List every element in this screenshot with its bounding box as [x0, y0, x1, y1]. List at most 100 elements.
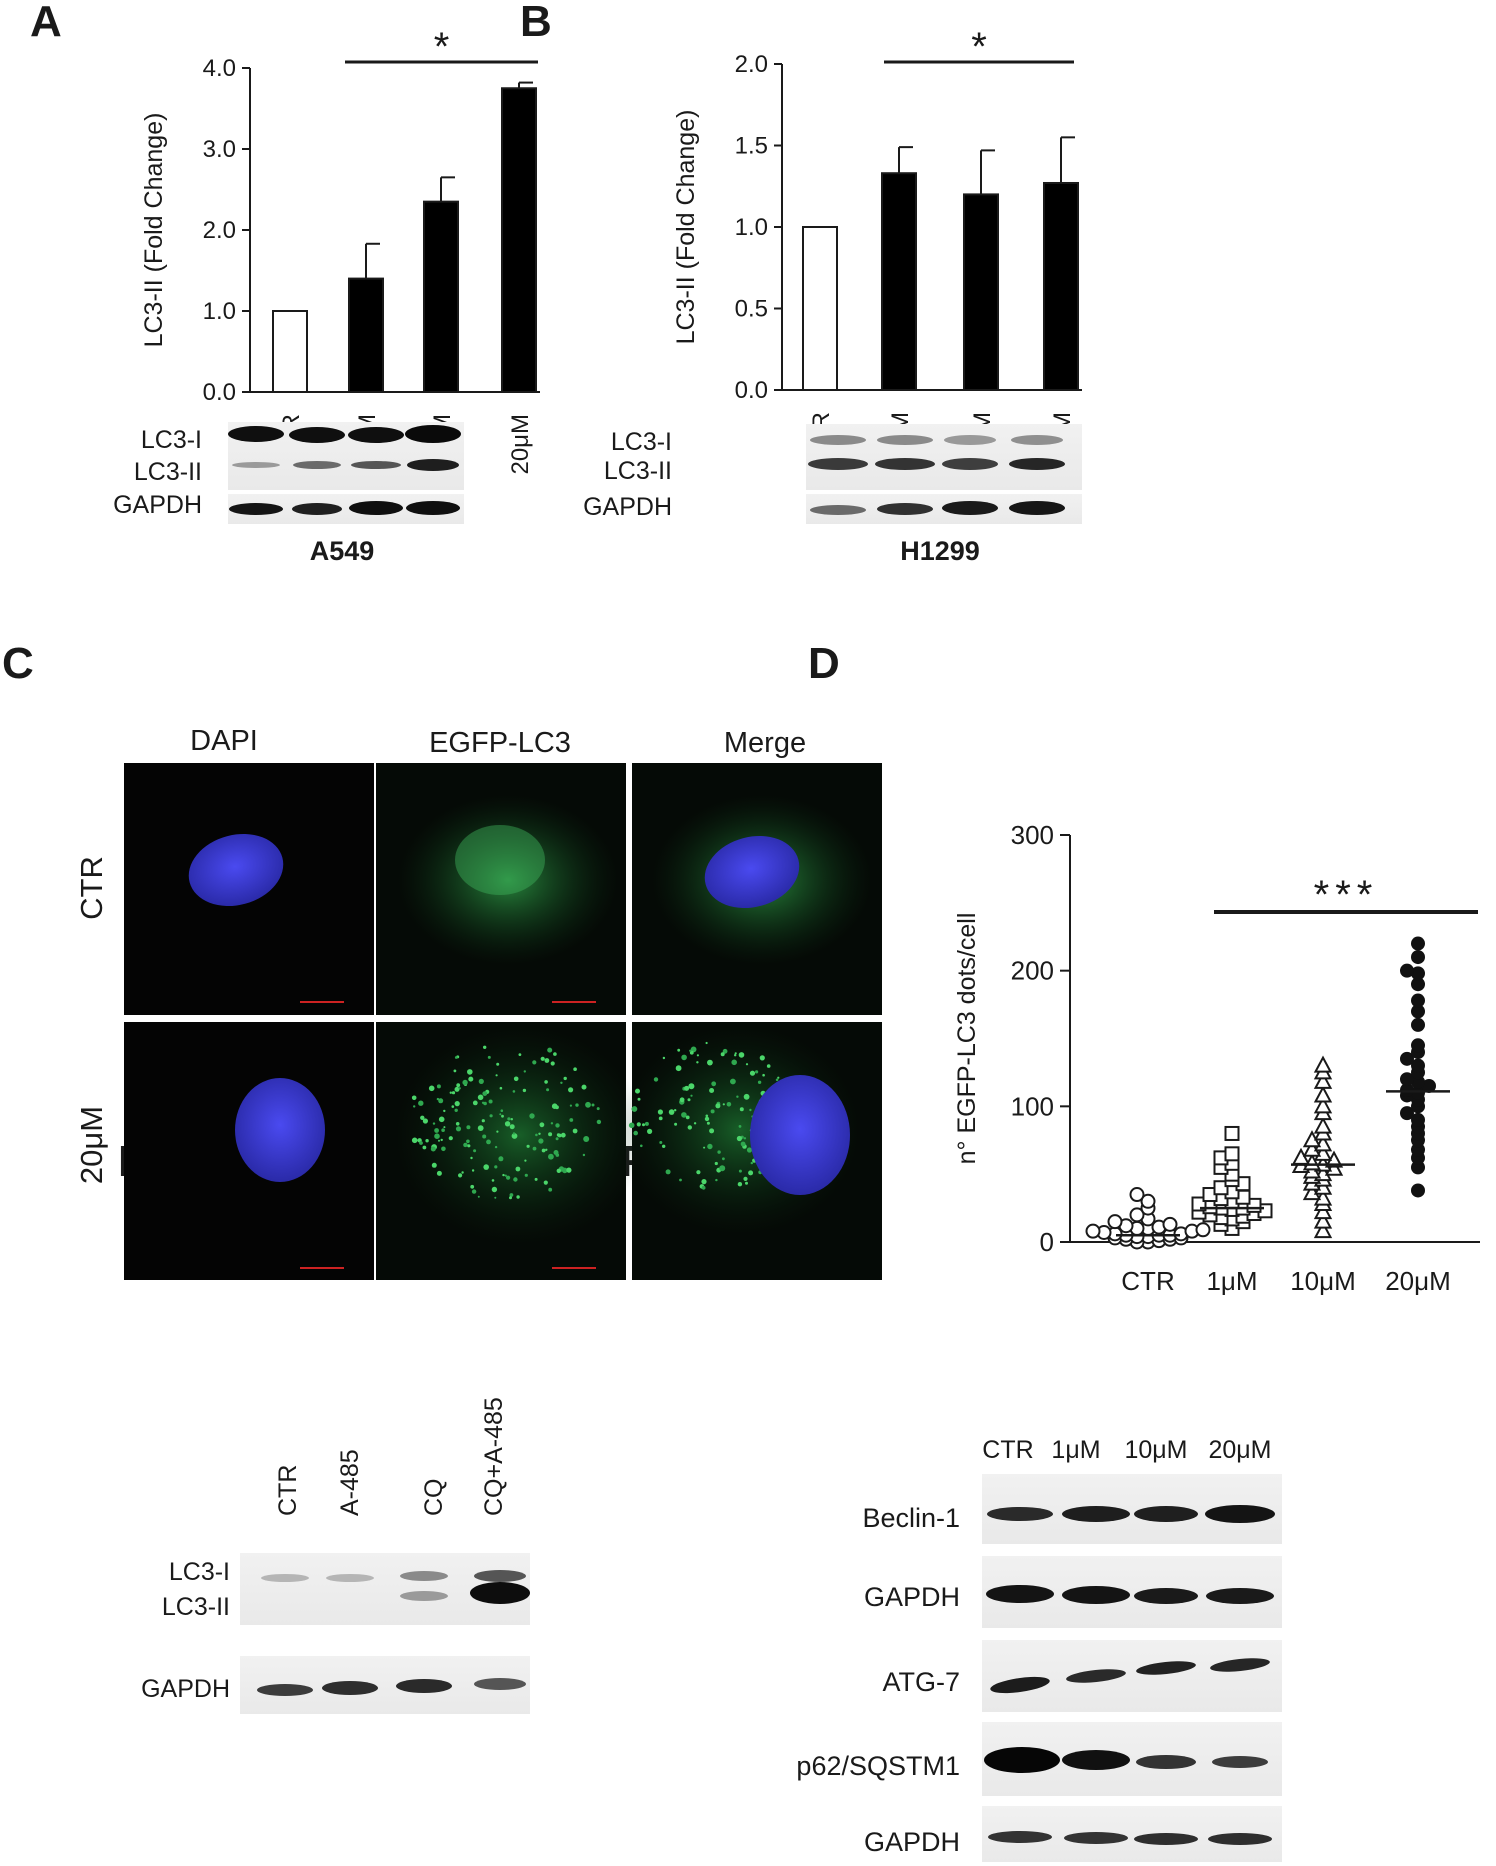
egfp-punctum	[466, 1125, 471, 1130]
egfp-punctum	[715, 1178, 718, 1182]
egfp-punctum	[449, 1091, 452, 1094]
x-tick-label: 10μM	[1290, 1266, 1356, 1296]
egfp-punctum	[685, 1115, 690, 1120]
egfp-punctum	[500, 1109, 504, 1112]
blot-e-band	[396, 1679, 452, 1693]
egfp-punctum	[569, 1104, 573, 1107]
egfp-punctum	[477, 1094, 484, 1101]
blot-e-band	[261, 1574, 309, 1582]
egfp-punctum	[696, 1170, 701, 1175]
lane-e-cq: CQ	[420, 1479, 448, 1517]
egfp-punctum	[538, 1132, 541, 1136]
egfp-punctum	[582, 1153, 586, 1157]
egfp-punctum	[581, 1084, 587, 1090]
egfp-punctum	[494, 1196, 497, 1199]
data-point	[1313, 1085, 1333, 1103]
egfp-punctum	[662, 1144, 666, 1149]
blot-f-band	[1136, 1661, 1196, 1675]
egfp-punctum	[569, 1118, 574, 1122]
egfp-punctum	[722, 1048, 728, 1054]
egfp-punctum	[436, 1170, 442, 1176]
egfp-punctum	[631, 1106, 638, 1112]
egfp-punctum	[556, 1133, 561, 1137]
egfp-punctum	[726, 1102, 732, 1107]
egfp-punctum	[706, 1121, 710, 1125]
egfp-punctum	[757, 1080, 762, 1085]
y-axis-label: n° EGFP-LC3 dots/cell	[953, 913, 981, 1165]
blot-a-label-lc3-1: LC3-I	[141, 426, 202, 454]
egfp-punctum	[488, 1099, 493, 1104]
blot-f-band	[984, 1747, 1060, 1773]
egfp-punctum	[422, 1118, 428, 1124]
egfp-punctum	[425, 1139, 429, 1143]
egfp-punctum	[512, 1132, 516, 1135]
egfp-punctum	[745, 1063, 749, 1066]
bar	[501, 87, 537, 393]
significance-stars: ***	[1314, 873, 1379, 917]
egfp-punctum	[703, 1146, 706, 1149]
significance-star: *	[971, 25, 987, 69]
nucleus-20um-merge	[750, 1075, 850, 1195]
y-tick-label: 100	[1011, 1091, 1054, 1121]
egfp-punctum	[738, 1125, 742, 1128]
egfp-punctum	[454, 1108, 458, 1113]
egfp-punctum	[504, 1121, 511, 1127]
egfp-punctum	[451, 1091, 456, 1095]
egfp-punctum	[688, 1083, 695, 1090]
egfp-punctum	[454, 1101, 460, 1107]
blot-f-band	[1064, 1832, 1128, 1844]
egfp-punctum	[746, 1147, 753, 1153]
egfp-punctum	[509, 1124, 515, 1130]
egfp-punctum	[516, 1195, 520, 1199]
egfp-punctum	[535, 1133, 538, 1137]
egfp-punctum	[486, 1139, 491, 1145]
egfp-punctum	[438, 1139, 440, 1142]
blot-b-band	[808, 458, 868, 470]
y-tick-label: 300	[1011, 820, 1054, 850]
egfp-punctum	[743, 1176, 748, 1181]
blot-f-label-beclin: Beclin-1	[862, 1503, 960, 1533]
blot-e: CTR A-485 CQ CQ+A-485 LC3-I LC3-II GAPDH	[141, 1397, 530, 1714]
egfp-punctum	[515, 1166, 521, 1172]
data-point	[1400, 1083, 1414, 1098]
egfp-punctum	[707, 1143, 713, 1150]
data-point	[1411, 1004, 1425, 1019]
egfp-punctum	[731, 1059, 737, 1066]
egfp-punctum	[470, 1184, 475, 1189]
egfp-punctum	[722, 1157, 725, 1161]
blot-b-band	[875, 458, 935, 470]
nucleus-20um-dapi	[235, 1078, 325, 1182]
egfp-punctum	[477, 1125, 484, 1131]
egfp-punctum	[734, 1054, 737, 1057]
egfp-punctum	[696, 1061, 699, 1064]
lane-f-1um: 1μM	[1051, 1436, 1100, 1464]
egfp-punctum	[658, 1116, 663, 1121]
egfp-punctum	[730, 1078, 736, 1085]
cytoplasm-ctr-egfp-core	[455, 825, 545, 895]
panel-letter-b: B	[520, 0, 552, 46]
egfp-punctum	[502, 1173, 505, 1177]
blot-f-band	[1134, 1588, 1198, 1604]
egfp-punctum	[679, 1178, 682, 1182]
egfp-punctum	[543, 1180, 548, 1185]
egfp-punctum	[545, 1148, 548, 1152]
egfp-punctum	[411, 1095, 417, 1101]
data-point	[1400, 963, 1414, 978]
egfp-punctum	[455, 1122, 460, 1126]
blot-f-band	[1208, 1833, 1272, 1845]
egfp-punctum	[633, 1130, 638, 1136]
blot-f-label-atg7: ATG-7	[882, 1667, 960, 1697]
egfp-punctum	[454, 1056, 458, 1059]
egfp-punctum	[504, 1174, 507, 1177]
significance-star: *	[434, 25, 450, 69]
blot-b-band	[942, 501, 998, 515]
egfp-punctum	[745, 1181, 748, 1185]
blot-a-band	[351, 461, 401, 469]
egfp-punctum	[532, 1060, 537, 1065]
blot-f-band	[986, 1585, 1054, 1603]
lane-e-cq-a485: CQ+A-485	[480, 1397, 508, 1516]
blot-a-band	[228, 426, 284, 442]
bar	[423, 200, 459, 393]
egfp-punctum	[453, 1069, 457, 1073]
